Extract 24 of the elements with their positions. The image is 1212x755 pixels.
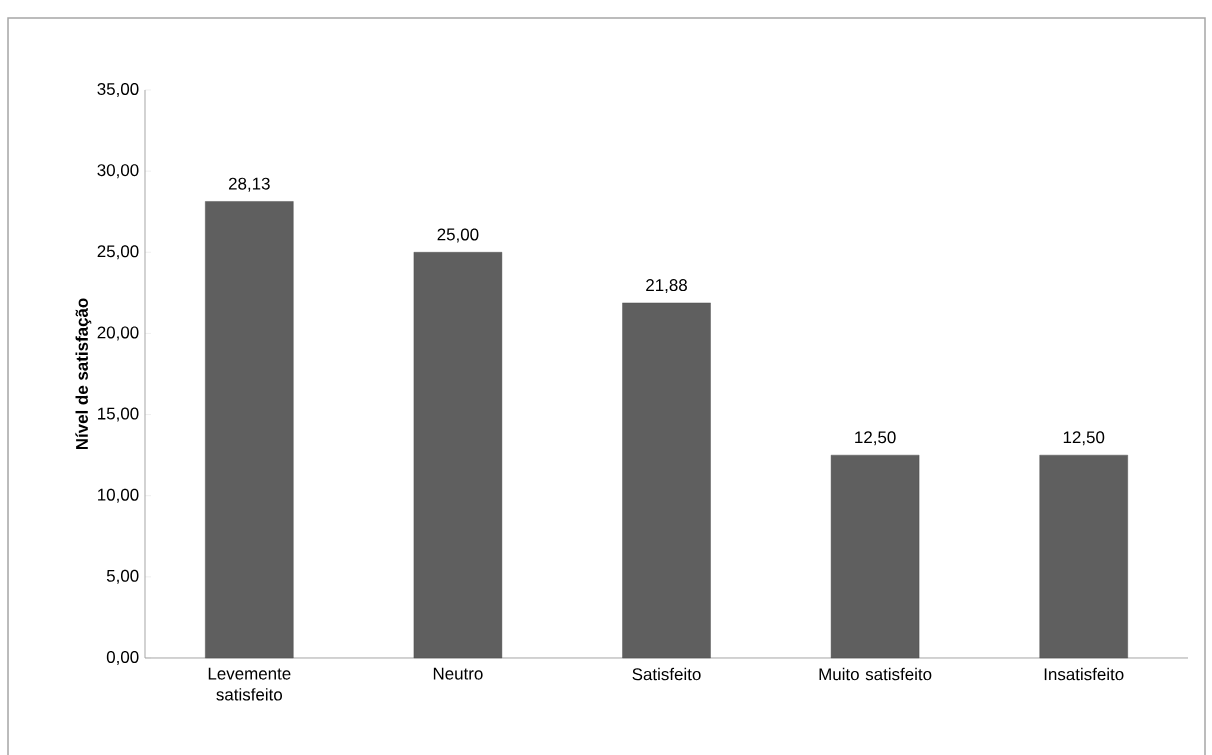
y-tick-label: 10,00: [98, 488, 139, 503]
y-tick-label: 25,00: [97, 245, 139, 260]
data-label: 21,88: [646, 279, 687, 294]
y-tick-label: 20,00: [97, 326, 139, 341]
y-tick-label: 30,00: [97, 164, 139, 179]
data-label: 12,50: [1063, 431, 1105, 446]
x-tick-label: Levemente satisfeito: [208, 667, 291, 701]
y-tick-label: 35,00: [97, 82, 139, 97]
x-tick-label: Insatisfeito: [1044, 667, 1124, 681]
bar: [205, 201, 294, 659]
y-axis-title: Nível de satisfação: [75, 298, 92, 450]
x-tick-label: Neutro: [433, 667, 483, 680]
x-tick-label: Satisfeito: [632, 667, 701, 681]
bar: [830, 454, 920, 659]
bar: [622, 302, 711, 659]
y-tick-label: 5,00: [106, 569, 139, 584]
data-label: 28,13: [228, 177, 270, 192]
bar: [413, 252, 503, 659]
y-tick-label: 15,00: [98, 407, 139, 422]
x-tick-label: Muito satisfeito: [819, 667, 932, 681]
data-label: 25,00: [437, 228, 479, 243]
y-tick-label: 0,00: [106, 650, 139, 665]
data-label: 12,50: [855, 431, 896, 446]
bar: [1039, 454, 1128, 659]
